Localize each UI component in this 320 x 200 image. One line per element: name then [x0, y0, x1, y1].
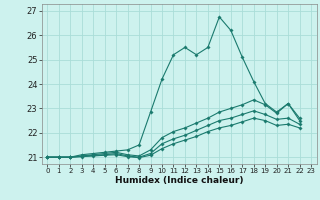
X-axis label: Humidex (Indice chaleur): Humidex (Indice chaleur) [115, 176, 244, 185]
